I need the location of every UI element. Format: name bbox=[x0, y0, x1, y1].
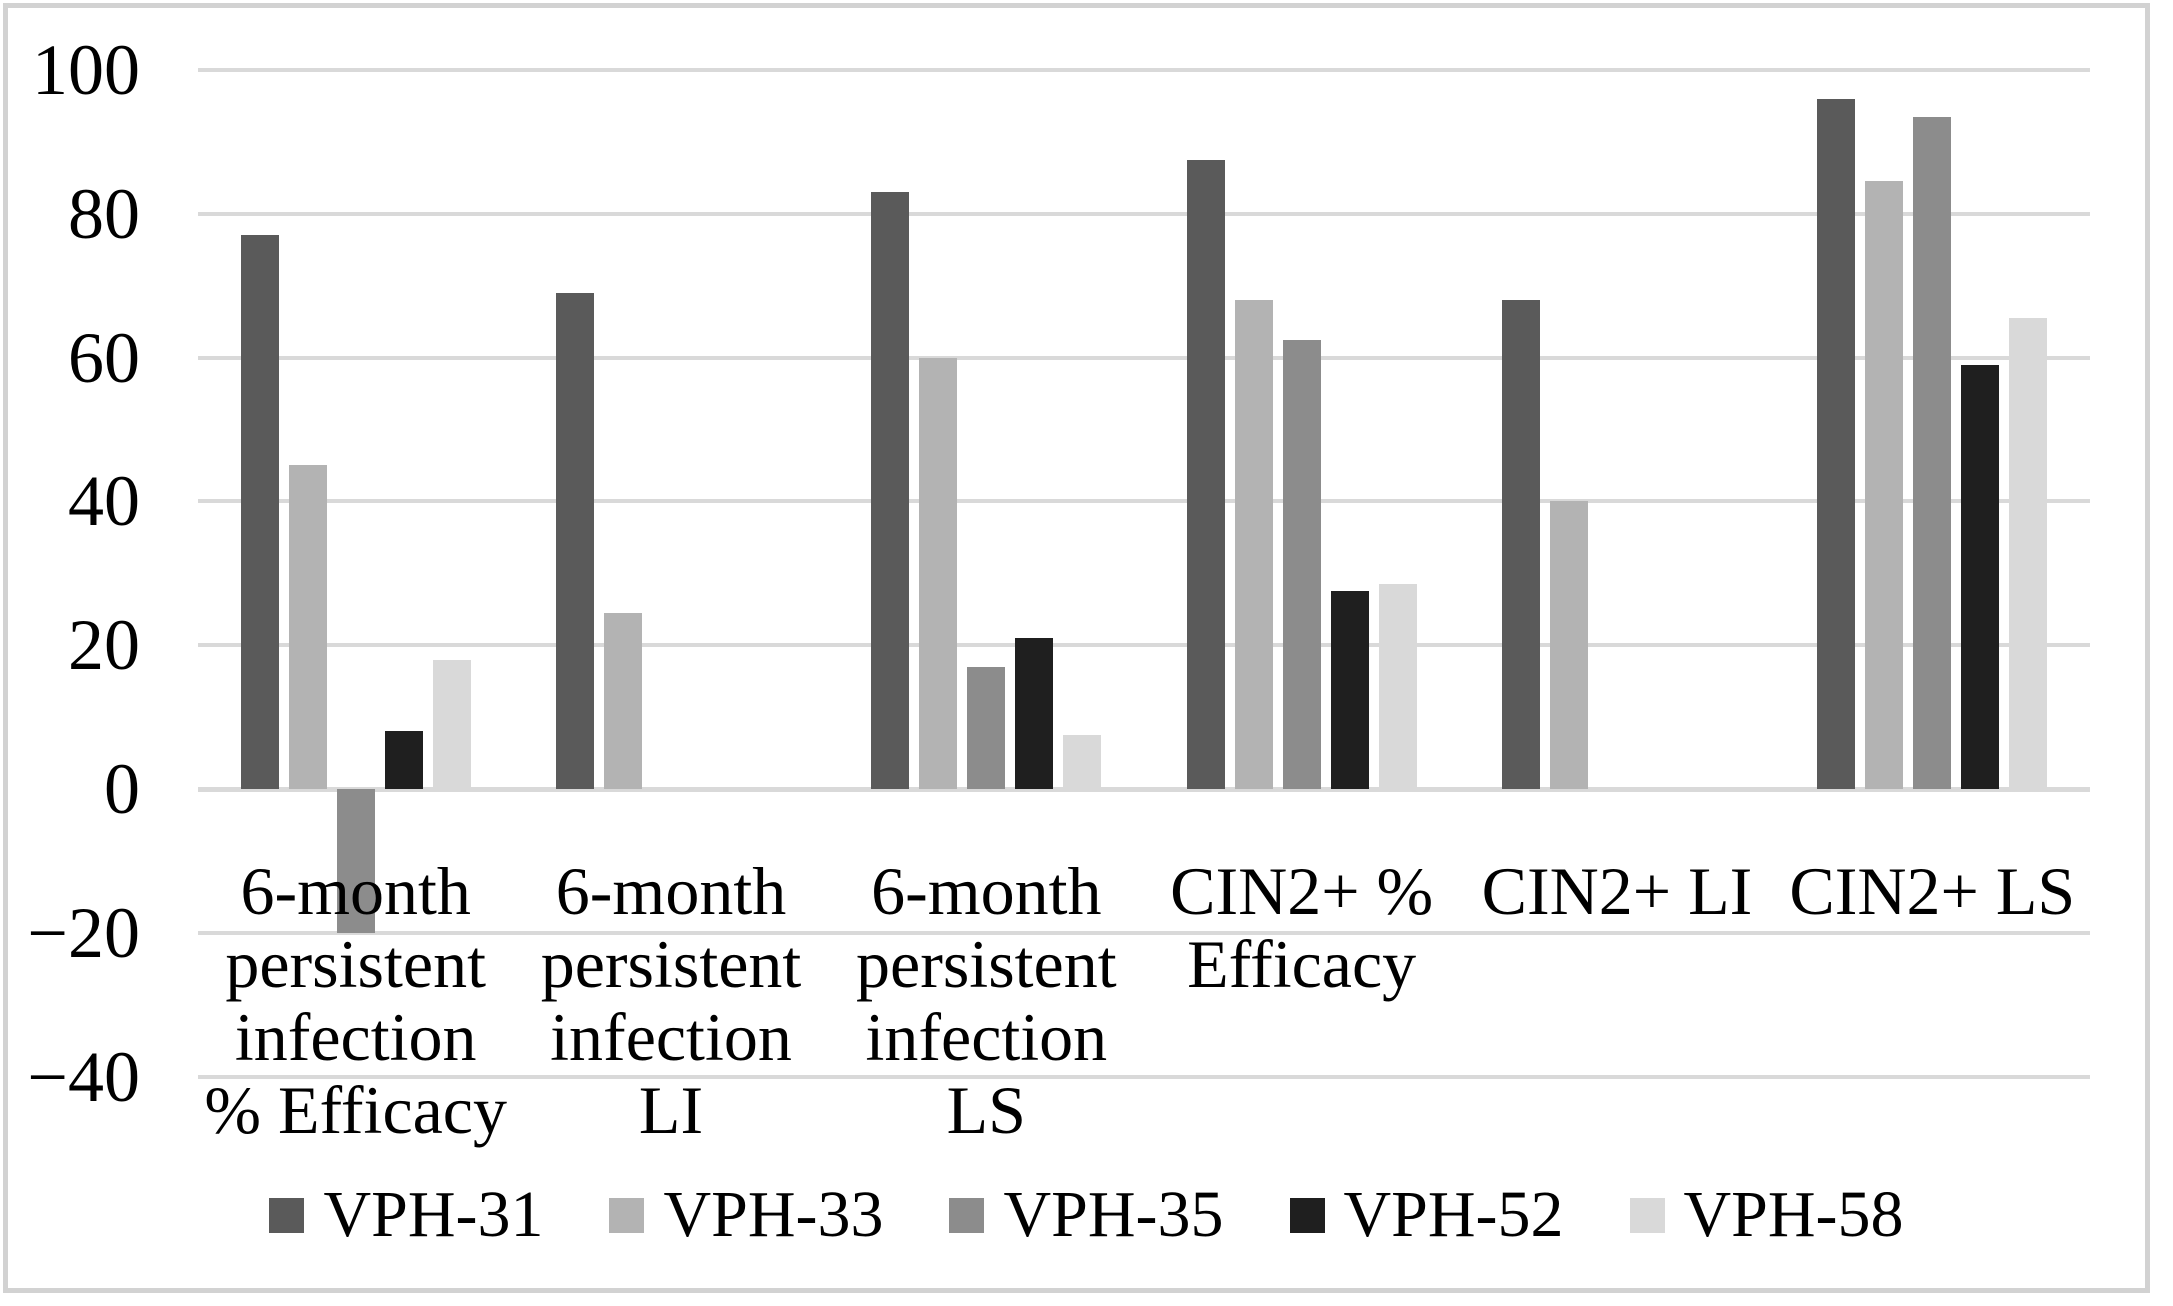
bar-vph-33-group3 bbox=[919, 357, 958, 789]
x-category-label-line: CIN2+ LS bbox=[1789, 853, 2076, 929]
gridline-y20 bbox=[198, 643, 2090, 648]
legend-item-vph-52: VPH-52 bbox=[1289, 1175, 1564, 1255]
x-category-label-3: 6-month persistent infection LS bbox=[806, 855, 1166, 1147]
bar-vph-33-group6 bbox=[1865, 181, 1904, 789]
bar-vph-31-group6 bbox=[1817, 98, 1856, 789]
legend-swatch-vph-35 bbox=[949, 1197, 985, 1233]
x-category-label-1: 6-month persistent infection% Efficacy bbox=[176, 855, 536, 1147]
bar-vph-31-group4 bbox=[1186, 159, 1225, 789]
x-category-label-2: 6-month persistent infection LI bbox=[491, 855, 851, 1147]
bar-vph-31-group1 bbox=[240, 235, 279, 789]
y-tick-label-60: 60 bbox=[68, 317, 140, 398]
bar-vph-52-group1 bbox=[384, 731, 423, 789]
x-category-label-line: persistent bbox=[856, 926, 1117, 1002]
legend-swatch-vph-33 bbox=[609, 1197, 645, 1233]
y-tick-label--20: −20 bbox=[27, 892, 140, 973]
y-tick-label-0: 0 bbox=[104, 749, 140, 829]
x-category-label-line: CIN2+ LI bbox=[1481, 853, 1753, 929]
x-category-label-line: CIN2+ % bbox=[1170, 853, 1434, 929]
bar-vph-35-group4 bbox=[1282, 339, 1321, 789]
bar-vph-31-group3 bbox=[871, 192, 910, 789]
legend-swatch-vph-31 bbox=[269, 1197, 305, 1233]
bar-vph-35-group3 bbox=[967, 666, 1006, 789]
bar-vph-52-group6 bbox=[1961, 364, 2000, 789]
bar-vph-58-group6 bbox=[2009, 318, 2048, 789]
bar-vph-58-group1 bbox=[432, 659, 471, 789]
y-tick-label-20: 20 bbox=[68, 605, 140, 686]
x-category-label-line: persistent bbox=[540, 926, 802, 1002]
x-category-label-line: LS bbox=[946, 1072, 1026, 1148]
legend-label-vph-33: VPH-33 bbox=[663, 1178, 884, 1251]
bar-vph-58-group4 bbox=[1378, 584, 1417, 789]
legend-label-vph-35: VPH-35 bbox=[1003, 1178, 1224, 1251]
bar-vph-33-group5 bbox=[1550, 501, 1588, 789]
legend-label-vph-58: VPH-58 bbox=[1683, 1178, 1904, 1251]
x-category-label-line: infection bbox=[550, 999, 792, 1075]
bar-vph-31-group5 bbox=[1502, 300, 1540, 789]
y-tick-label-40: 40 bbox=[68, 461, 140, 542]
y-tick-label-80: 80 bbox=[68, 173, 140, 254]
bar-vph-33-group1 bbox=[288, 465, 327, 789]
x-category-label-line: % Efficacy bbox=[204, 1072, 507, 1148]
x-category-label-5: CIN2+ LI bbox=[1437, 855, 1797, 928]
gridline-y60 bbox=[198, 355, 2090, 360]
x-category-label-line: Efficacy bbox=[1187, 926, 1417, 1002]
x-category-label-line: 6-month bbox=[240, 853, 471, 929]
bar-vph-52-group3 bbox=[1015, 638, 1054, 789]
bar-vph-52-group4 bbox=[1330, 591, 1369, 789]
legend-swatch-vph-52 bbox=[1289, 1197, 1325, 1233]
x-category-label-line: LI bbox=[638, 1072, 704, 1148]
x-category-label-4: CIN2+ % Efficacy bbox=[1122, 855, 1482, 1001]
x-category-label-line: 6-month bbox=[555, 853, 787, 929]
gridline-y80 bbox=[198, 211, 2090, 216]
gridline-y40 bbox=[198, 499, 2090, 504]
legend-swatch-vph-58 bbox=[1629, 1197, 1665, 1233]
bar-vph-33-group2 bbox=[604, 612, 642, 789]
y-tick-label--40: −40 bbox=[27, 1036, 140, 1117]
gridline-y-40 bbox=[198, 1074, 2090, 1079]
x-category-label-line: infection bbox=[234, 999, 477, 1075]
x-category-label-line: persistent bbox=[225, 926, 486, 1002]
legend-label-vph-52: VPH-52 bbox=[1343, 1178, 1564, 1251]
legend-item-vph-31: VPH-31 bbox=[269, 1175, 543, 1255]
bar-vph-58-group3 bbox=[1063, 735, 1102, 789]
bar-vph-35-group1 bbox=[336, 789, 375, 933]
bar-vph-35-group6 bbox=[1913, 116, 1952, 789]
x-category-label-line: infection bbox=[865, 999, 1108, 1075]
x-category-label-line: 6-month bbox=[871, 853, 1102, 929]
bar-vph-33-group4 bbox=[1234, 300, 1273, 789]
bar-vph-31-group2 bbox=[556, 292, 594, 789]
gridline-y100 bbox=[198, 68, 2090, 72]
legend-label-vph-31: VPH-31 bbox=[323, 1178, 544, 1251]
x-axis-zero-line bbox=[198, 786, 2090, 792]
legend-item-vph-58: VPH-58 bbox=[1629, 1175, 1904, 1255]
gridline-y-20 bbox=[198, 930, 2090, 935]
legend-item-vph-33: VPH-33 bbox=[609, 1175, 883, 1255]
y-tick-label-100: 100 bbox=[32, 30, 140, 110]
x-category-label-6: CIN2+ LS bbox=[1752, 855, 2112, 928]
chart-legend: VPH-31 VPH-33 VPH-35 VPH-52 VPH-58 bbox=[0, 1173, 2173, 1257]
legend-item-vph-35: VPH-35 bbox=[949, 1175, 1224, 1255]
